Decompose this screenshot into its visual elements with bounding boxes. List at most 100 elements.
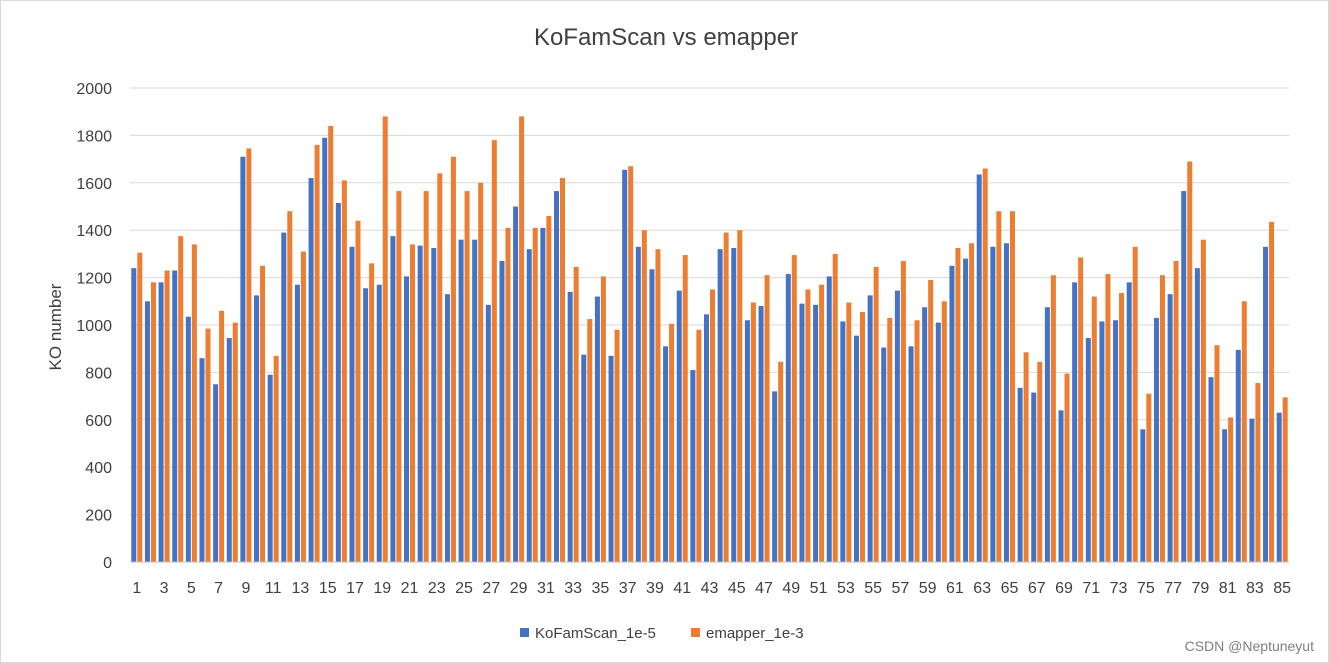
bar-kofamscan-82 — [1235, 349, 1241, 562]
bar-emapper-75 — [1146, 393, 1152, 562]
bar-emapper-47 — [764, 275, 770, 562]
bar-emapper-35 — [600, 276, 606, 562]
bar-emapper-78 — [1187, 161, 1193, 562]
x-tick-label: 27 — [482, 580, 500, 597]
y-axis-label: KO number — [46, 283, 65, 370]
bar-kofamscan-56 — [881, 347, 887, 562]
bar-emapper-58 — [914, 320, 920, 562]
legend: KoFamScan_1e-5 emapper_1e-3 — [520, 625, 804, 642]
bar-emapper-51 — [819, 284, 825, 562]
bar-kofamscan-66 — [1017, 387, 1023, 562]
bar-kofamscan-3 — [158, 282, 164, 562]
bar-emapper-16 — [341, 180, 347, 562]
y-tick-label: 400 — [85, 460, 112, 477]
x-tick-label: 53 — [837, 580, 855, 597]
bar-emapper-76 — [1159, 275, 1165, 562]
bar-kofamscan-52 — [826, 276, 832, 562]
bar-kofamscan-76 — [1153, 317, 1159, 562]
bar-kofamscan-36 — [608, 355, 614, 562]
bar-kofamscan-40 — [663, 346, 669, 562]
x-tick-label: 11 — [265, 580, 282, 597]
bar-kofamscan-14 — [308, 178, 314, 562]
bar-emapper-68 — [1050, 275, 1056, 562]
bar-kofamscan-28 — [499, 261, 505, 562]
x-tick-label: 73 — [1110, 580, 1128, 597]
bar-emapper-41 — [682, 255, 688, 562]
legend-label: KoFamScan_1e-5 — [535, 625, 656, 642]
bar-emapper-25 — [464, 191, 470, 562]
x-tick-label: 21 — [401, 580, 419, 597]
x-tick-label: 59 — [919, 580, 937, 597]
bar-kofamscan-6 — [199, 358, 205, 562]
bar-kofamscan-69 — [1058, 410, 1064, 562]
y-tick-label: 600 — [85, 413, 112, 430]
bar-emapper-67 — [1037, 361, 1043, 562]
bar-kofamscan-46 — [744, 320, 750, 562]
bar-emapper-32 — [560, 178, 566, 562]
bar-kofamscan-21 — [404, 276, 410, 562]
x-tick-label: 69 — [1055, 580, 1073, 597]
bar-emapper-59 — [928, 279, 934, 562]
bar-emapper-44 — [723, 232, 729, 562]
bar-emapper-81 — [1228, 417, 1234, 562]
bar-kofamscan-73 — [1113, 320, 1119, 562]
bar-kofamscan-15 — [322, 137, 328, 562]
bar-kofamscan-70 — [1072, 282, 1078, 562]
x-tick-label: 23 — [428, 580, 446, 597]
bar-kofamscan-16 — [335, 202, 341, 562]
bar-kofamscan-17 — [349, 246, 355, 563]
bar-emapper-43 — [710, 289, 715, 562]
bar-emapper-54 — [859, 311, 865, 562]
bar-kofamscan-85 — [1276, 412, 1282, 562]
bar-emapper-40 — [669, 323, 675, 562]
y-tick-label: 200 — [85, 508, 112, 525]
bar-emapper-18 — [369, 263, 375, 562]
bar-kofamscan-19 — [376, 284, 382, 562]
x-tick-label: 63 — [973, 580, 991, 597]
bar-kofamscan-75 — [1140, 429, 1146, 562]
bar-emapper-60 — [941, 301, 947, 562]
bar-emapper-61 — [955, 247, 961, 562]
bar-emapper-70 — [1078, 257, 1084, 562]
bar-kofamscan-31 — [540, 227, 546, 562]
x-tick-label: 75 — [1137, 580, 1155, 597]
x-tick-label: 61 — [946, 580, 964, 597]
bar-emapper-49 — [791, 255, 797, 562]
bar-kofamscan-64 — [990, 246, 996, 563]
x-tick-label: 9 — [241, 580, 250, 597]
x-tick-label: 67 — [1028, 580, 1046, 597]
bar-kofamscan-37 — [622, 169, 628, 562]
bar-kofamscan-49 — [785, 274, 791, 562]
bar-kofamscan-10 — [254, 295, 260, 562]
bar-emapper-23 — [437, 173, 443, 562]
bar-emapper-30 — [532, 227, 538, 562]
y-tick-label: 1400 — [76, 223, 112, 240]
x-tick-label: 29 — [510, 580, 528, 597]
bar-emapper-14 — [314, 144, 320, 562]
bar-kofamscan-24 — [444, 294, 450, 562]
bar-emapper-19 — [382, 116, 388, 562]
bar-emapper-2 — [150, 282, 156, 562]
bar-emapper-17 — [355, 220, 361, 562]
bar-kofamscan-47 — [758, 306, 764, 562]
bar-emapper-80 — [1214, 345, 1220, 562]
bar-emapper-22 — [423, 191, 429, 562]
bar-kofamscan-71 — [1085, 338, 1091, 562]
x-tick-label: 41 — [673, 580, 691, 597]
bar-emapper-8 — [232, 322, 238, 562]
x-tick-label: 3 — [160, 580, 169, 597]
bar-kofamscan-84 — [1263, 246, 1269, 563]
bar-emapper-74 — [1132, 246, 1138, 563]
bar-emapper-36 — [614, 329, 620, 562]
x-tick-label: 35 — [592, 580, 610, 597]
bar-emapper-73 — [1119, 293, 1125, 562]
bar-kofamscan-81 — [1222, 429, 1228, 562]
bar-emapper-12 — [287, 211, 293, 563]
bar-emapper-65 — [1009, 211, 1015, 563]
y-tick-label: 1200 — [76, 271, 112, 288]
bar-emapper-62 — [969, 243, 975, 563]
bar-kofamscan-79 — [1194, 268, 1200, 562]
bar-kofamscan-12 — [281, 232, 287, 562]
x-tick-label: 19 — [373, 580, 391, 597]
